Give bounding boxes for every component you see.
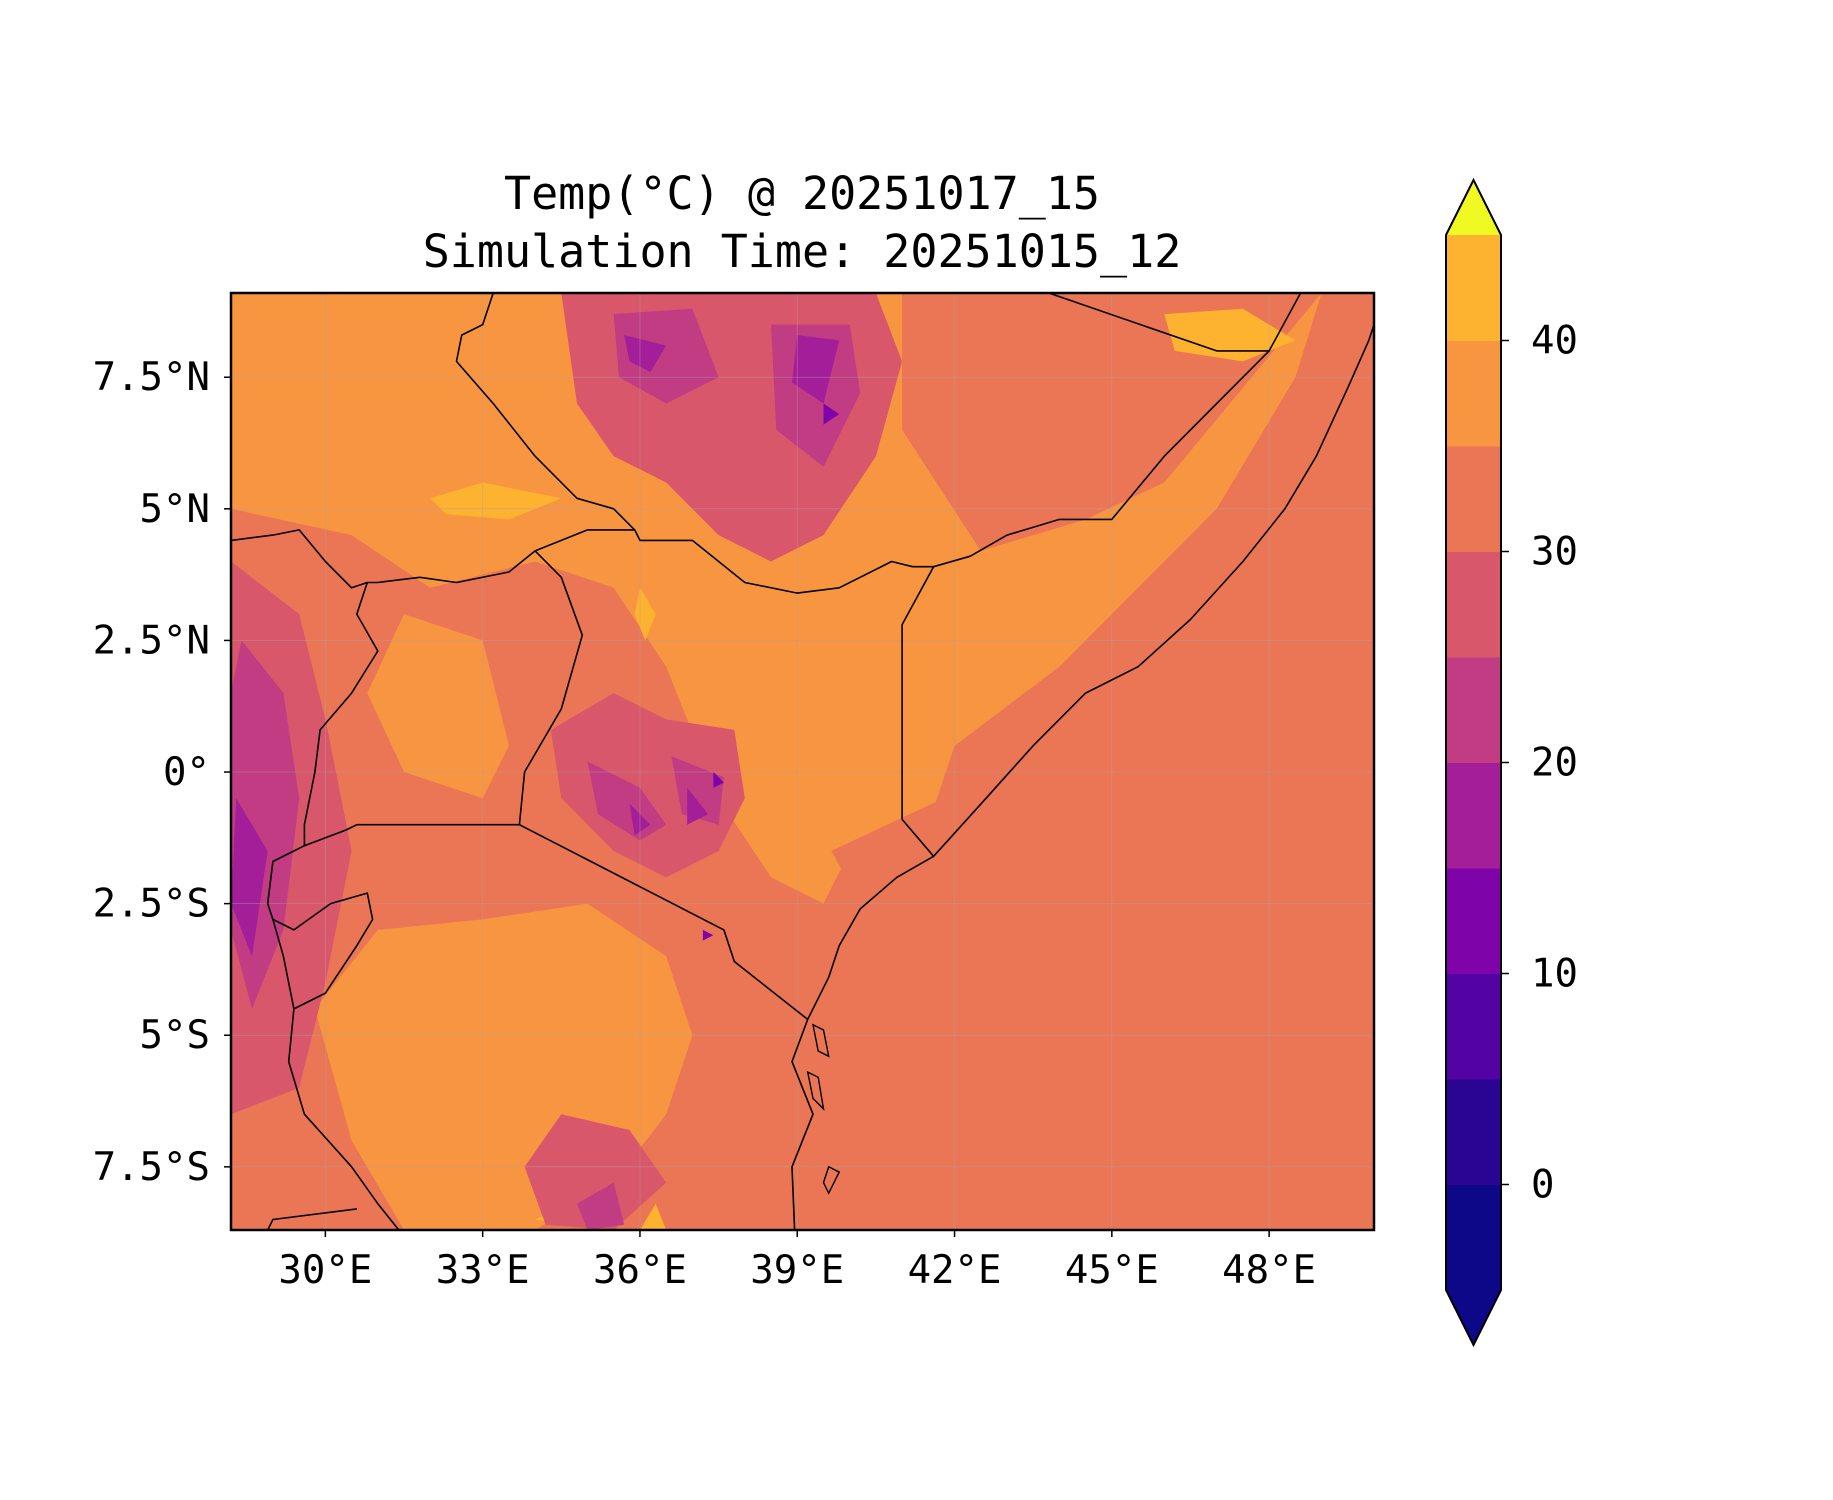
lon-tick-label: 42°E	[908, 1248, 1002, 1293]
contour-region-40	[640, 1203, 667, 1230]
colorbar-segment	[1446, 551, 1501, 658]
country-border	[272, 919, 400, 1230]
coastline	[791, 324, 1374, 1230]
lon-tick-label: 39°E	[750, 1248, 844, 1293]
lon-tick-label: 33°E	[436, 1248, 530, 1293]
contour-region-25	[550, 693, 745, 878]
colorbar-segment	[1446, 762, 1501, 869]
colorbar-outline	[1445, 177, 1502, 1348]
island-outline	[822, 1165, 841, 1195]
longitude-axis: 30°E 33°E 36°E 39°E 42°E 45°E 48°E	[278, 1230, 1316, 1293]
colorbar-tick-label: 10	[1531, 952, 1578, 997]
colorbar-tick-label: 0	[1531, 1163, 1554, 1208]
contour-region-15	[231, 798, 268, 957]
colorbar-segment	[1446, 657, 1501, 763]
colorbar-segment	[1446, 868, 1501, 974]
contour-region-10	[713, 772, 724, 788]
lon-tick-label: 48°E	[1222, 1248, 1316, 1293]
country-border	[303, 582, 520, 847]
lat-tick-label: 0°	[163, 750, 210, 795]
island-outline	[812, 1023, 830, 1058]
country-border	[519, 823, 809, 1021]
colorbar-segment	[1446, 235, 1501, 341]
contour-region-10	[823, 403, 840, 425]
ocean-region	[786, 319, 1374, 1230]
lon-tick-label: 45°E	[1065, 1248, 1159, 1293]
colorbar-segment	[1446, 973, 1501, 1080]
island-outline	[806, 1070, 825, 1111]
colorbar-segment	[1446, 446, 1501, 552]
lat-tick-label: 5°S	[140, 1013, 210, 1058]
contour-region-40	[1164, 308, 1296, 362]
figure-title-line-1: Temp(°C) @ 20251017_15	[504, 167, 1100, 220]
colorbar-tick-label: 20	[1531, 741, 1578, 786]
country-border	[933, 293, 1302, 568]
country-border	[266, 1208, 357, 1230]
contour-region-40	[430, 482, 562, 520]
colorbar-extend-max-arrow	[1446, 180, 1501, 235]
contour-region-35	[231, 293, 1322, 904]
figure-title-line-2: Simulation Time: 20251015_12	[423, 225, 1182, 278]
contour-region-15	[792, 335, 840, 404]
temperature-contour-fills	[231, 293, 1322, 1230]
map-plot-area	[231, 293, 1374, 1230]
colorbar-segment	[1446, 340, 1501, 447]
country-border	[1048, 293, 1270, 352]
lon-tick-label: 30°E	[278, 1248, 372, 1293]
lat-tick-label: 7.5°S	[93, 1145, 210, 1190]
contour-region-25	[524, 1114, 667, 1230]
colorbar-extend-min-arrow	[1446, 1290, 1501, 1345]
latitude-axis: 7.5°N 5°N 2.5°N 0° 2.5°S 5°S 7.5°S	[93, 355, 231, 1190]
ocean-temperature-fill	[786, 319, 1374, 1230]
contour-region-35	[367, 614, 509, 799]
colorbar: 0 10 20 30 40	[1445, 177, 1578, 1348]
lon-tick-label: 36°E	[593, 1248, 687, 1293]
country-borders	[231, 293, 1374, 1230]
colorbar-segment	[1446, 1079, 1501, 1185]
lat-tick-label: 2.5°N	[93, 618, 210, 663]
lat-tick-label: 2.5°S	[93, 882, 210, 927]
colorbar-segment	[1446, 1184, 1501, 1291]
lat-tick-label: 5°N	[140, 487, 210, 532]
map-frame	[229, 291, 1376, 1232]
map-gridlines	[231, 293, 1374, 1230]
contour-region-20	[577, 1182, 625, 1230]
contour-region-20	[671, 756, 724, 825]
colorbar-tick-label: 40	[1531, 319, 1578, 364]
contour-region-15	[687, 787, 709, 825]
lat-tick-label: 7.5°N	[93, 355, 210, 400]
country-border	[266, 844, 374, 1010]
contour-region-20	[587, 761, 667, 841]
contour-region-15	[624, 335, 667, 372]
contour-region-10	[702, 929, 714, 941]
country-border	[455, 293, 636, 531]
colorbar-tick-label: 30	[1531, 530, 1578, 575]
